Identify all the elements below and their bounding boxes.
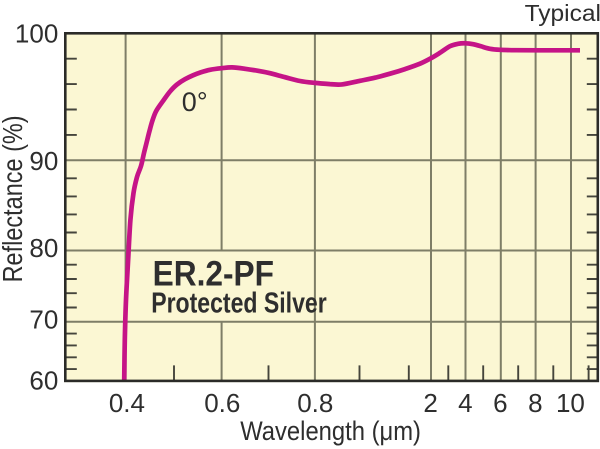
svg-text:Protected Silver: Protected Silver [151, 288, 327, 319]
svg-text:Wavelength (μm): Wavelength (μm) [240, 417, 421, 447]
svg-text:0°: 0° [182, 87, 208, 117]
svg-text:0.6: 0.6 [204, 388, 240, 418]
svg-text:Typical: Typical [525, 0, 600, 26]
svg-text:70: 70 [29, 304, 58, 334]
svg-text:6: 6 [493, 388, 507, 418]
svg-text:8: 8 [528, 388, 542, 418]
svg-text:4: 4 [458, 388, 472, 418]
svg-text:2: 2 [423, 388, 437, 418]
svg-text:0.8: 0.8 [297, 388, 333, 418]
svg-text:60: 60 [29, 365, 58, 395]
svg-text:ER.2-PF: ER.2-PF [153, 255, 274, 294]
svg-text:10: 10 [556, 388, 585, 418]
svg-text:100: 100 [15, 19, 58, 49]
svg-text:Reflectance (%): Reflectance (%) [0, 115, 29, 282]
svg-text:90: 90 [29, 146, 58, 176]
svg-text:0.4: 0.4 [109, 388, 145, 418]
svg-text:80: 80 [29, 233, 58, 263]
